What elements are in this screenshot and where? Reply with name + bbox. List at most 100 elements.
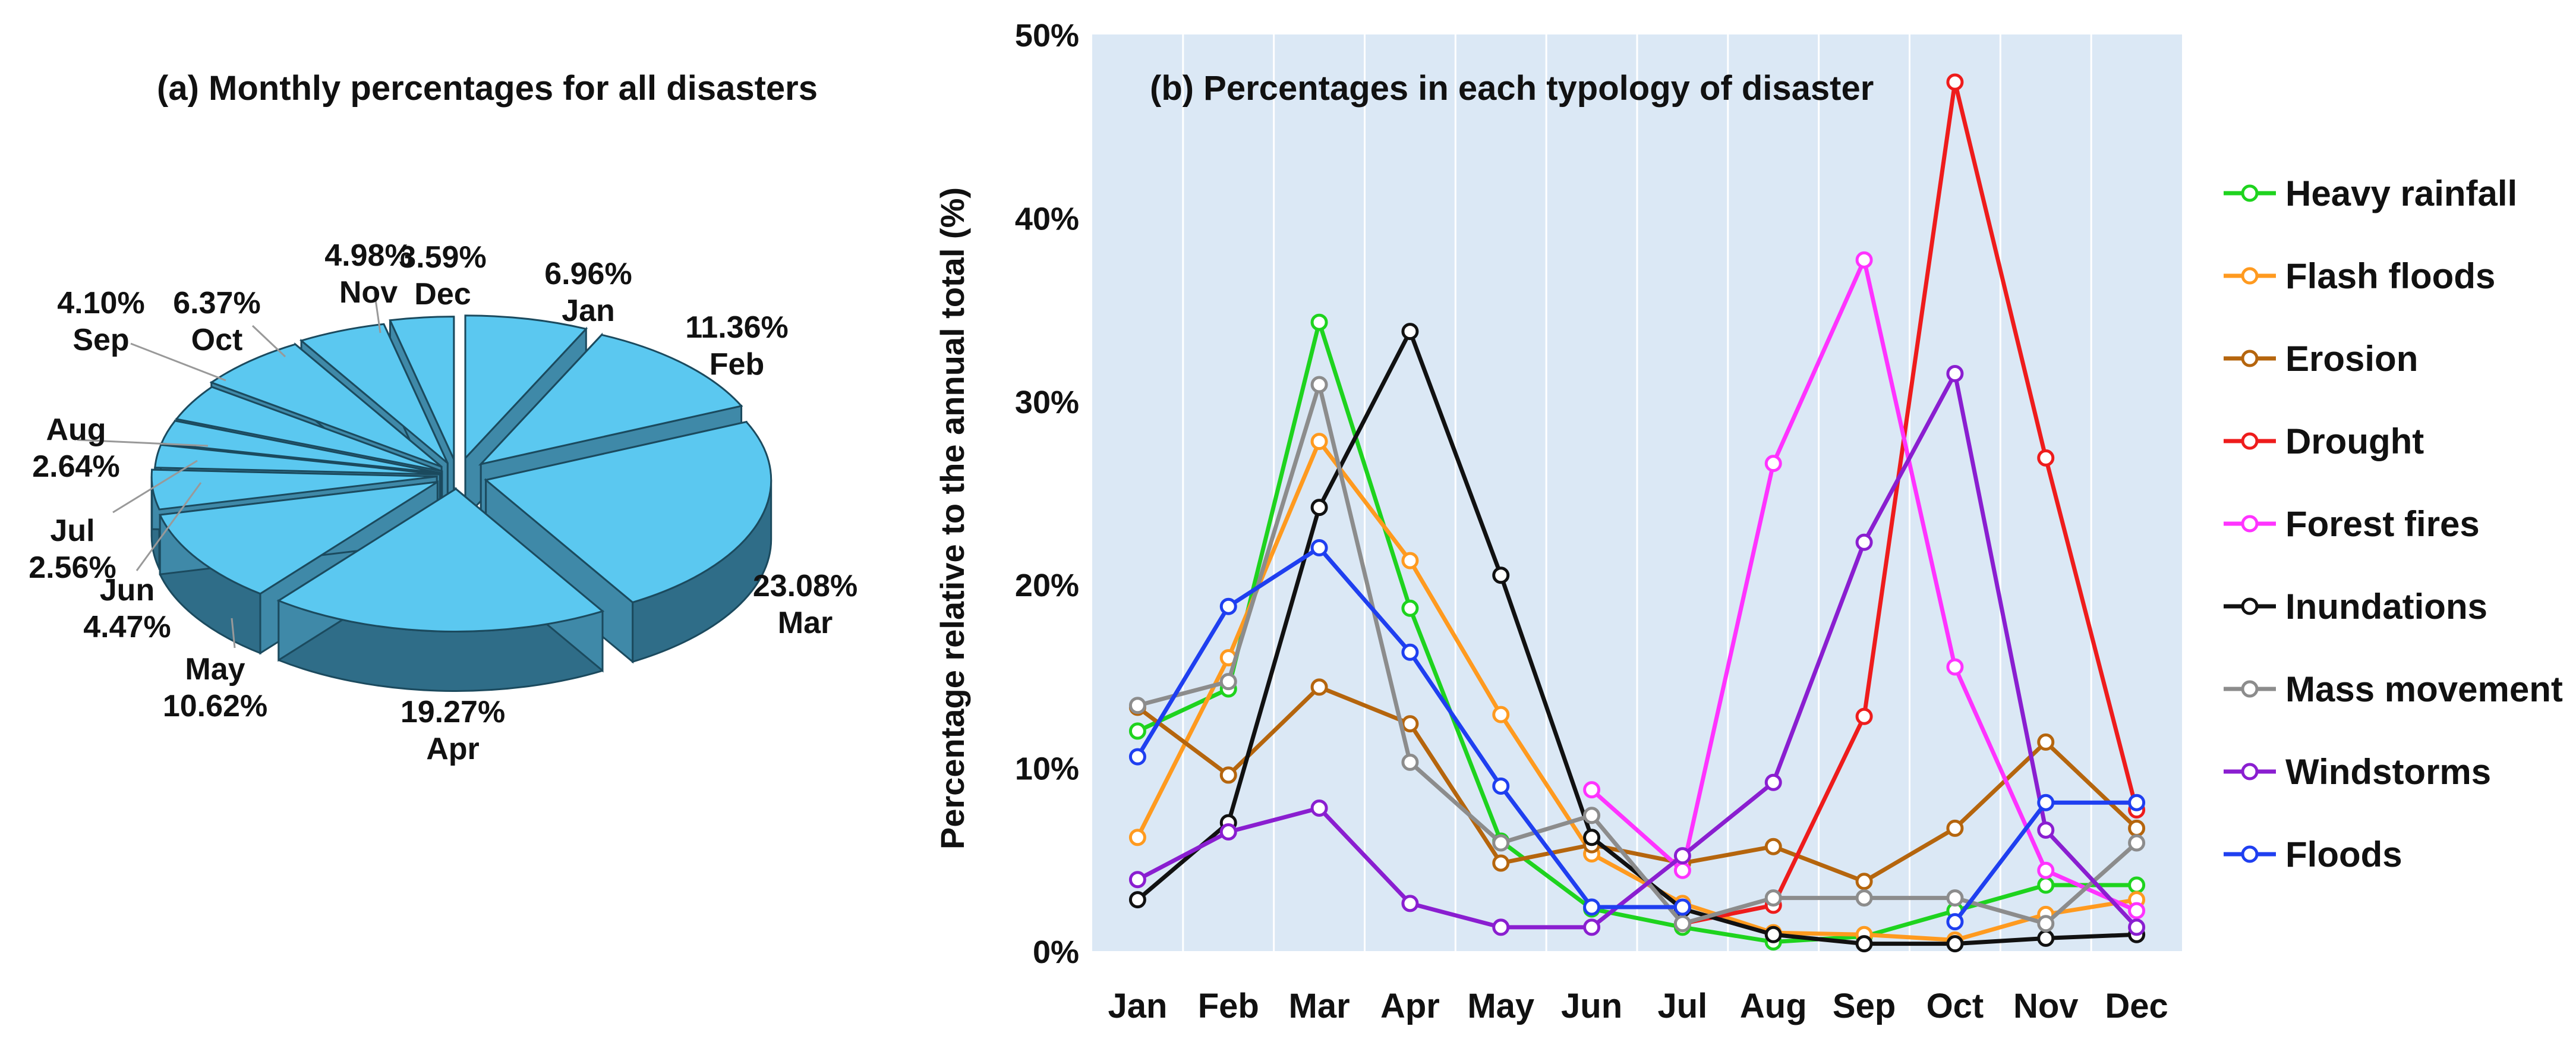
data-point (1946, 819, 1964, 837)
legend-marker (2241, 845, 2259, 863)
data-point (1401, 323, 1419, 341)
pie-leader-line (251, 325, 286, 358)
legend-label: Drought (2285, 421, 2424, 461)
data-point (1128, 748, 1146, 766)
data-point (2128, 834, 2146, 852)
data-point (1855, 873, 1873, 890)
legend-label: Flash floods (2285, 256, 2495, 296)
legend-label: Windstorms (2285, 752, 2491, 792)
y-tick-label: 40% (1015, 201, 1079, 237)
y-axis-label: Percentage relative to the annual total … (934, 187, 971, 849)
data-point (2128, 794, 2146, 811)
data-point (1946, 935, 1964, 953)
data-point (1855, 889, 1873, 907)
x-tick-label: Feb (1198, 987, 1259, 1025)
x-tick-label: Aug (1740, 987, 1807, 1025)
pie-label-aug: Aug 2.64% (32, 413, 119, 484)
pie-label-line: 19.27% (401, 695, 505, 729)
data-point (1583, 781, 1601, 799)
pie-label-line: Aug (46, 413, 106, 447)
pie-label-feb: 11.36% Feb (685, 310, 789, 382)
x-tick-label: May (1467, 987, 1534, 1025)
legend-marker (2241, 680, 2259, 698)
pie-leader-line (130, 342, 226, 382)
data-point (2037, 794, 2055, 811)
pie-label-line: May (185, 652, 245, 687)
data-point (1946, 365, 1964, 383)
pie-slice-top (299, 323, 449, 464)
legend-item: Windstorms (2224, 752, 2491, 792)
data-point (2037, 449, 2055, 467)
x-tick-label: Mar (1289, 987, 1350, 1025)
data-point (1401, 895, 1419, 912)
pie-leader-line (231, 618, 236, 649)
series-line (1136, 685, 2138, 884)
data-point (1128, 829, 1146, 846)
data-point (1764, 926, 1782, 943)
series-line (1136, 372, 2139, 930)
pie-slice-apr (276, 487, 605, 692)
data-point (1401, 715, 1419, 733)
data-point (2037, 929, 2055, 947)
line-chart-title: (b) Percentages in each typology of disa… (1150, 69, 1874, 108)
data-point (1310, 433, 1328, 451)
data-point (1855, 533, 1873, 551)
x-tick-label: Nov (2013, 987, 2079, 1025)
data-point (1310, 539, 1328, 557)
pie-label-line: Nov (339, 275, 398, 310)
pie-label-nov: 4.98% Nov (324, 238, 412, 310)
pie-label-jun: Jun 4.47% (83, 573, 171, 644)
pie-slice-top (464, 314, 588, 461)
legend-item: Erosion (2224, 339, 2418, 379)
pie-label-oct: 6.37% Oct (173, 286, 260, 357)
data-point (1673, 847, 1691, 865)
pie-chart-title: (a) Monthly percentages for all disaster… (157, 69, 818, 108)
pie-label-line: Sep (72, 323, 129, 357)
pie-leader-line (135, 482, 202, 571)
legend-marker (2241, 184, 2259, 202)
pie-label-line: Feb (710, 347, 764, 382)
data-point (1401, 753, 1419, 771)
data-point (1583, 898, 1601, 916)
legend-marker (2241, 515, 2259, 533)
pie-slice-top (389, 316, 455, 460)
pie-label-line: 10.62% (163, 689, 267, 723)
pie-label-line: Dec (414, 277, 471, 311)
data-point (2128, 918, 2146, 936)
pie-label-dec: 3.59% Dec (399, 240, 486, 311)
data-point (2037, 915, 2055, 933)
x-tick-label: Jun (1561, 987, 1622, 1025)
pie-label-line: Mar (778, 606, 833, 640)
pie-slice-top (484, 421, 773, 603)
data-point (1128, 722, 1146, 740)
pie-label-line: 6.37% (173, 286, 260, 320)
data-point (2037, 861, 2055, 879)
legend-label: Heavy rainfall (2285, 174, 2517, 213)
data-point (1946, 658, 1964, 676)
data-point (2128, 902, 2146, 920)
pie-label-line: 2.56% (29, 550, 116, 585)
legend-item: Forest fires (2224, 504, 2480, 544)
legend-item: Floods (2224, 835, 2402, 874)
pie-chart: 6.96% Jan 11.36% Feb 23.08% Mar 19.27% Apr May 10… (29, 238, 857, 766)
legend-item: Heavy rainfall (2224, 174, 2517, 213)
pie-label-line: 4.98% (324, 238, 412, 273)
series-floods (1128, 539, 2146, 931)
x-tick-label: Dec (2105, 987, 2168, 1025)
data-point (1946, 913, 1964, 931)
x-tick-label: Oct (1927, 987, 1984, 1025)
pie-label-line: 4.10% (57, 286, 144, 320)
pie-label-line: 23.08% (753, 569, 857, 603)
legend-label: Forest fires (2285, 504, 2480, 544)
pie-leader-line (77, 439, 209, 447)
series-windstorms (1128, 365, 2146, 936)
legend-label: Mass movement (2285, 669, 2563, 709)
data-point (1855, 251, 1873, 269)
pie-label-line: Oct (191, 323, 243, 357)
pie-label-may: May 10.62% (163, 652, 267, 723)
data-point (1310, 799, 1328, 817)
data-point (2128, 876, 2146, 894)
pie-label-line: 11.36% (685, 310, 789, 345)
data-point (1583, 807, 1601, 824)
